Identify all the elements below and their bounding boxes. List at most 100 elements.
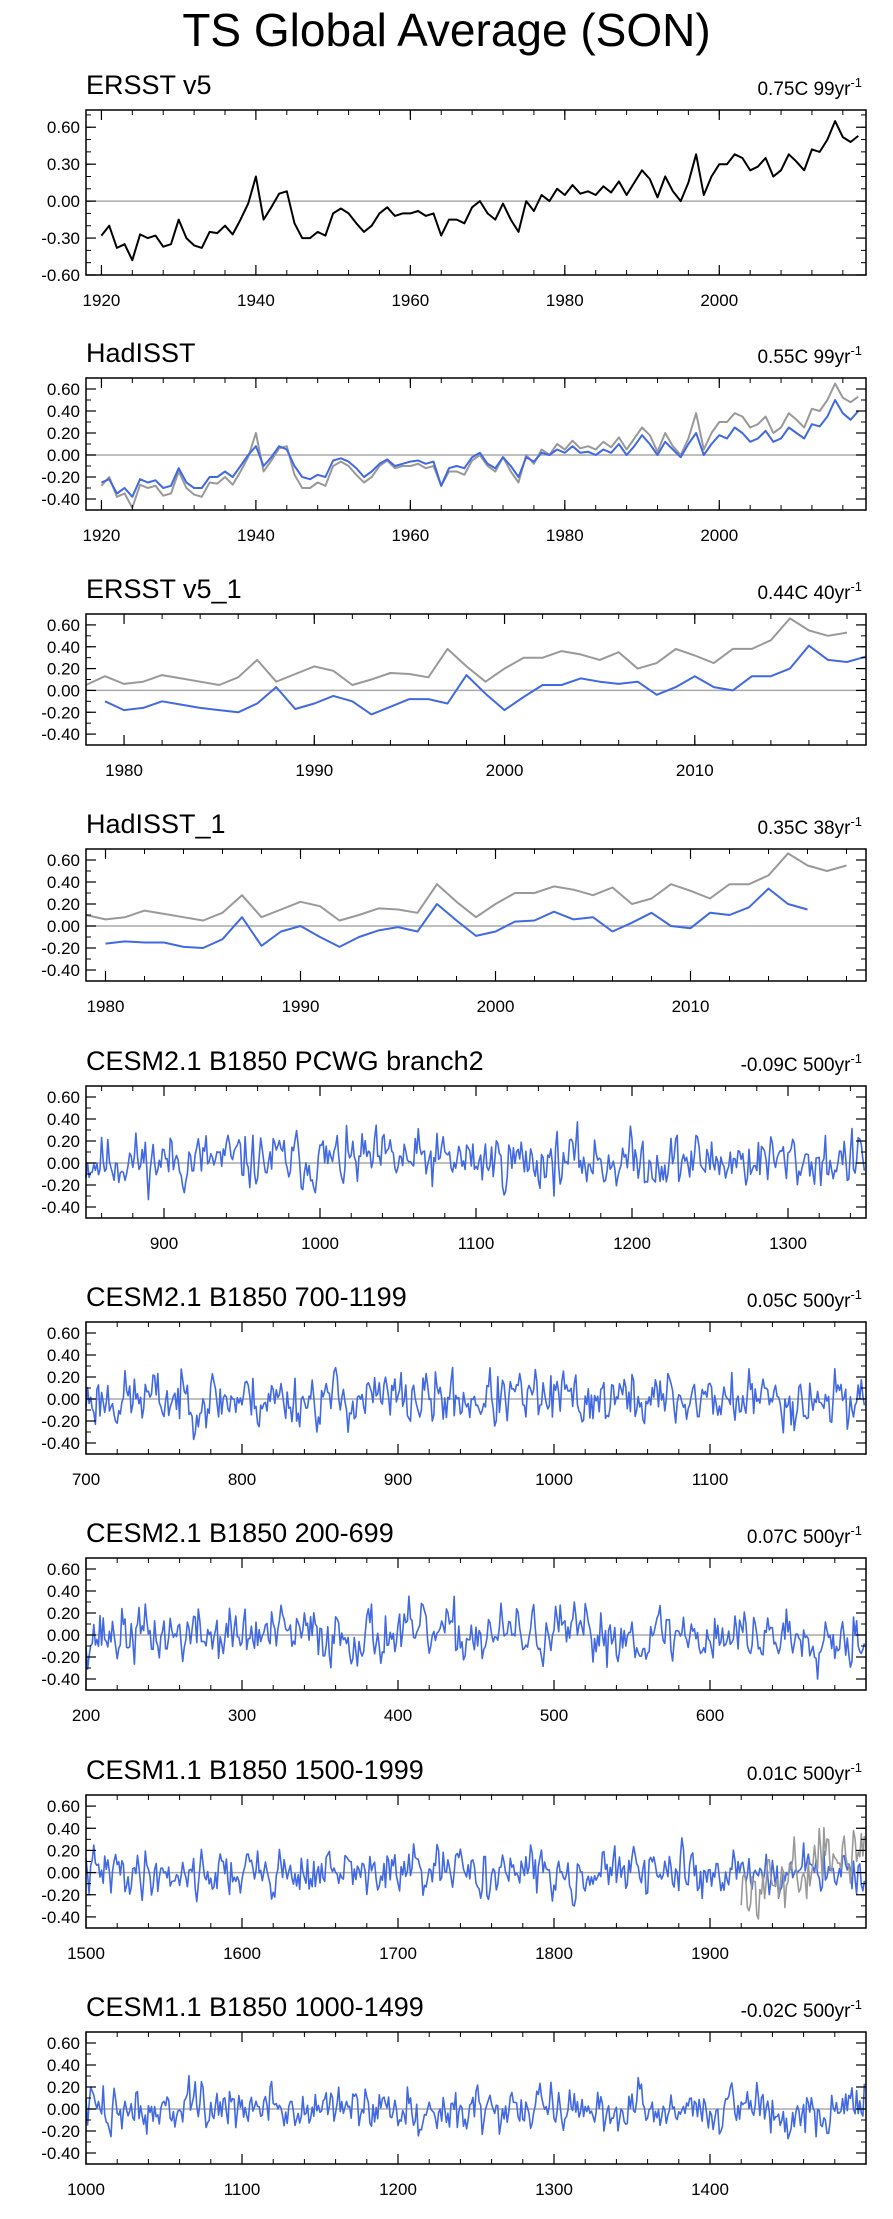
x-tick-label: 2010 [676,761,714,780]
y-tick-label: -0.20 [41,1176,80,1195]
x-tick-label: 1000 [301,1234,339,1253]
series-line-1 [85,1595,866,1680]
y-tick-label: 0.20 [47,1368,80,1387]
series-line-2 [740,1826,866,1920]
x-tick-label: 1100 [458,1234,495,1253]
y-tick-label: -0.40 [41,1908,80,1927]
panel-title: HadISST_1 [86,809,226,839]
x-tick-label: 900 [150,1234,178,1253]
y-tick-label: -0.40 [41,1670,80,1689]
x-tick-label: 2000 [700,526,738,545]
x-tick-label: 1940 [237,526,275,545]
series-line-1 [85,1121,866,1201]
x-tick-label: 1200 [379,2180,417,2199]
x-tick-label: 1000 [67,2180,105,2199]
y-tick-label: 0.30 [47,155,80,174]
y-tick-label: -0.60 [41,266,80,285]
y-tick-label: 0.00 [47,1626,80,1645]
y-tick-label: -0.20 [41,1886,80,1905]
plot-frame [85,109,867,276]
trend-exponent: -1 [850,1997,862,2012]
plot-frame [85,1321,867,1455]
y-tick-label: 0.00 [47,681,80,700]
y-tick-label: 0.60 [47,1324,80,1343]
trend-label: -0.02C 500yr-1 [741,1997,862,2022]
x-tick-label: 900 [384,1470,412,1489]
x-tick-label: 1940 [237,291,275,310]
y-tick-label: -0.40 [41,490,80,509]
y-tick-label: 0.60 [47,1797,80,1816]
y-tick-label: -0.40 [41,961,80,980]
y-tick-label: 0.00 [47,446,80,465]
y-tick-label: 0.00 [47,917,80,936]
panel-title: CESM1.1 B1850 1000-1499 [86,1992,424,2022]
y-tick-label: -0.30 [41,229,80,248]
panel-title: CESM2.1 B1850 PCWG branch2 [86,1046,484,1076]
y-tick-label: 0.00 [47,1390,80,1409]
trend-label: 0.55C 99yr-1 [757,343,862,368]
panel-title: CESM2.1 B1850 700-1199 [86,1282,407,1312]
panel-title: HadISST [86,338,196,368]
chart-panel-8: CESM1.1 B1850 1500-1999 0.01C 500yr-1 -0.4… [41,1755,867,1963]
x-tick-label: 1920 [83,291,121,310]
x-tick-label: 600 [696,1706,724,1725]
y-tick-label: 0.20 [47,895,80,914]
panel-title: CESM2.1 B1850 200-699 [86,1518,394,1548]
trend-exponent: -1 [850,75,862,90]
y-tick-label: 0.20 [47,2078,80,2097]
trend-label: -0.09C 500yr-1 [741,1051,862,1076]
y-tick-label: 0.60 [47,616,80,635]
y-tick-label: 0.40 [47,1346,80,1365]
trend-label: 0.07C 500yr-1 [747,1523,862,1548]
x-tick-label: 1500 [67,1944,105,1963]
x-tick-label: 1960 [391,526,429,545]
y-tick-label: 0.00 [47,2100,80,2119]
y-tick-label: 0.00 [47,1864,80,1883]
y-tick-label: 0.60 [47,851,80,870]
x-tick-label: 1800 [535,1944,573,1963]
x-tick-label: 200 [72,1706,100,1725]
trend-label: 0.44C 40yr-1 [757,579,862,604]
x-tick-label: 800 [228,1470,256,1489]
trend-exponent: -1 [850,579,862,594]
figure-title: TS Global Average (SON) [182,4,711,56]
y-tick-label: -0.20 [41,1648,80,1667]
y-tick-label: 0.00 [47,1154,80,1173]
y-tick-label: 0.60 [47,118,80,137]
y-tick-label: 0.40 [47,638,80,657]
y-tick-label: 0.40 [47,2056,80,2075]
x-tick-label: 2010 [672,997,710,1016]
y-tick-label: -0.20 [41,468,80,487]
series-line-1 [85,1837,866,1907]
trend-exponent: -1 [850,1051,862,1066]
y-tick-label: 0.40 [47,1819,80,1838]
y-tick-label: 0.40 [47,402,80,421]
y-tick-label: 0.20 [47,1604,80,1623]
trend-label: 0.35C 38yr-1 [757,814,862,839]
trend-exponent: -1 [850,814,862,829]
y-tick-label: -0.40 [41,1198,80,1217]
trend-exponent: -1 [850,1760,862,1775]
x-tick-label: 1000 [535,1470,573,1489]
plot-frame [85,848,867,982]
y-tick-label: -0.20 [41,2122,80,2141]
y-tick-label: 0.60 [47,2034,80,2053]
x-tick-label: 1300 [769,1234,807,1253]
x-tick-label: 1990 [295,761,333,780]
x-tick-label: 1700 [379,1944,417,1963]
y-tick-label: 0.60 [47,1088,80,1107]
x-tick-label: 1980 [87,997,125,1016]
x-tick-label: 1980 [105,761,143,780]
series-line-1 [100,120,859,262]
series-line-2 [104,644,867,716]
x-tick-label: 1980 [546,291,584,310]
y-tick-label: 0.00 [47,192,80,211]
y-tick-label: -0.40 [41,1434,80,1453]
x-tick-label: 1600 [223,1944,261,1963]
y-tick-label: -0.40 [41,2144,80,2163]
plot-frame [85,377,867,511]
y-tick-label: 0.60 [47,380,80,399]
series-line-2 [101,399,860,498]
trend-exponent: -1 [850,343,862,358]
x-tick-label: 1900 [691,1944,729,1963]
